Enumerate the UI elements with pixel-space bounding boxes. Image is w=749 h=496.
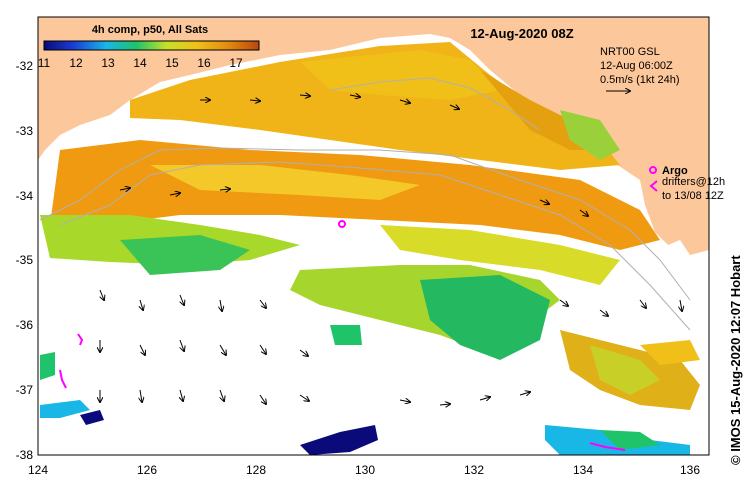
colorbar-tick-label: 14 bbox=[133, 56, 147, 70]
x-tick-label: 134 bbox=[573, 463, 593, 477]
drifter-legend-icon bbox=[649, 180, 658, 192]
land-australia bbox=[38, 17, 709, 255]
current-info: NRT00 GSL 12-Aug 06:00Z 0.5m/s (1kt 24h) bbox=[600, 46, 679, 91]
x-tick-label: 132 bbox=[464, 463, 484, 477]
colorbar-tick-label: 17 bbox=[229, 56, 243, 70]
x-tick-label: 124 bbox=[28, 463, 48, 477]
drifter-track bbox=[589, 442, 626, 451]
colorbar-gradient bbox=[43, 40, 260, 51]
y-tick-label: -34 bbox=[16, 189, 34, 203]
colorbar-tick-label: 11 bbox=[38, 56, 51, 70]
argo-markers bbox=[338, 220, 346, 228]
argo-legend-icon bbox=[649, 166, 657, 174]
argo-legend-label: Argo bbox=[662, 165, 688, 177]
map-title: 12-Aug-2020 08Z bbox=[470, 26, 573, 41]
sst-data-layer bbox=[40, 42, 700, 455]
bathymetry-contours bbox=[39, 77, 691, 331]
colorbar-tick-label: 15 bbox=[165, 56, 179, 70]
y-tick-label: -38 bbox=[16, 448, 34, 462]
drifter-legend-line-2: to 13/08 12Z bbox=[662, 190, 724, 202]
argo-float-marker bbox=[338, 220, 346, 228]
x-axis: 124 126 128 130 132 134 136 bbox=[28, 463, 700, 477]
legend: Argo drifters@12h to 13/08 12Z bbox=[649, 165, 725, 202]
colorbar-ticks: 11 12 13 14 15 16 17 bbox=[38, 56, 243, 70]
y-tick-label: -33 bbox=[16, 124, 34, 138]
drifter-track bbox=[59, 369, 67, 389]
current-vectors bbox=[100, 95, 682, 405]
colorbar-title: 4h comp, p50, All Sats bbox=[92, 24, 208, 36]
y-tick-label: -32 bbox=[16, 59, 34, 73]
drifter-tracks bbox=[59, 333, 626, 451]
x-tick-label: 136 bbox=[680, 463, 700, 477]
colorbar: 4h comp, p50, All Sats 11 12 13 14 15 16… bbox=[38, 24, 260, 70]
info-line-1: NRT00 GSL bbox=[600, 46, 660, 58]
map-frame bbox=[37, 16, 710, 456]
credit-text: © IMOS 15-Aug-2020 12:07 Hobart bbox=[728, 255, 743, 465]
drifter-legend-line-1: drifters@12h bbox=[662, 176, 725, 188]
colorbar-tick-label: 16 bbox=[197, 56, 211, 70]
colorbar-tick-label: 12 bbox=[69, 56, 83, 70]
colorbar-tick-label: 13 bbox=[101, 56, 115, 70]
y-tick-label: -37 bbox=[16, 383, 34, 397]
x-tick-label: 130 bbox=[355, 463, 375, 477]
info-line-3: 0.5m/s (1kt 24h) bbox=[600, 74, 679, 86]
y-tick-label: -35 bbox=[16, 253, 34, 267]
drifter-track bbox=[77, 333, 84, 346]
x-tick-label: 128 bbox=[246, 463, 266, 477]
y-tick-label: -36 bbox=[16, 318, 34, 332]
y-axis: -32 -33 -34 -35 -36 -37 -38 bbox=[16, 59, 34, 462]
x-tick-label: 126 bbox=[137, 463, 157, 477]
info-line-2: 12-Aug 06:00Z bbox=[600, 60, 673, 72]
